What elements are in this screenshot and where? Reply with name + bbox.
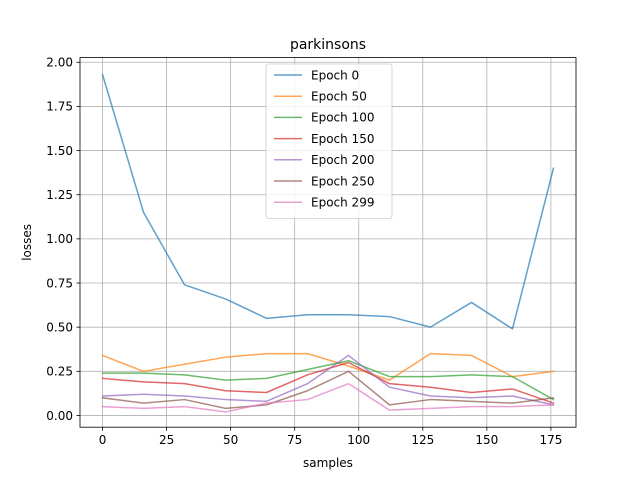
y-axis-label: losses	[20, 224, 34, 261]
y-tick-label: 0.75	[46, 276, 73, 290]
y-tick-label: 1.00	[46, 232, 73, 246]
x-tick-label: 175	[539, 433, 562, 447]
series-line-epoch-200	[101, 354, 555, 406]
y-tick-label: 2.00	[46, 56, 73, 70]
series-line-epoch-250	[101, 370, 555, 410]
series-line-epoch-100	[101, 359, 555, 401]
legend-entry-label: Epoch 250	[311, 174, 374, 188]
legend-entry-label: Epoch 100	[311, 111, 374, 125]
y-tick-label: 0.00	[46, 409, 73, 423]
x-tick-label: 100	[347, 433, 370, 447]
y-tick-label: 0.25	[46, 365, 73, 379]
legend-box	[265, 63, 393, 219]
legend-entry-label: Epoch 200	[311, 153, 374, 167]
chart-title: parkinsons	[290, 37, 366, 53]
y-tick-label: 1.75	[46, 100, 73, 114]
x-tick-label: 50	[223, 433, 238, 447]
legend: Epoch 0 Epoch 50 Epoch 100 Epoch 150 Epoch 2…	[265, 63, 393, 219]
x-tick-label: 0	[99, 433, 107, 447]
x-axis-label: samples	[303, 456, 353, 470]
x-axis: 0 25 50 75 100 125 150 175	[99, 427, 562, 447]
series-line-epoch-299	[101, 382, 555, 413]
legend-entry-label: Epoch 0	[311, 68, 359, 82]
series-lines	[101, 73, 555, 413]
y-tick-label: 1.25	[46, 188, 73, 202]
legend-entry-label: Epoch 150	[311, 132, 374, 146]
y-axis: 0.00 0.25 0.50 0.75 1.00 1.25 1.50 1.75 2.00	[46, 56, 80, 423]
series-line-epoch-0	[101, 73, 555, 330]
x-tick-label: 75	[287, 433, 302, 447]
x-tick-label: 25	[159, 433, 174, 447]
y-tick-label: 1.50	[46, 144, 73, 158]
series-line-epoch-50	[101, 352, 555, 381]
y-tick-label: 0.50	[46, 320, 73, 334]
x-tick-label: 125	[411, 433, 434, 447]
plot-frame	[79, 57, 577, 428]
x-tick-label: 150	[475, 433, 498, 447]
legend-entry-label: Epoch 50	[311, 90, 367, 104]
legend-entry-label: Epoch 299	[311, 196, 374, 210]
